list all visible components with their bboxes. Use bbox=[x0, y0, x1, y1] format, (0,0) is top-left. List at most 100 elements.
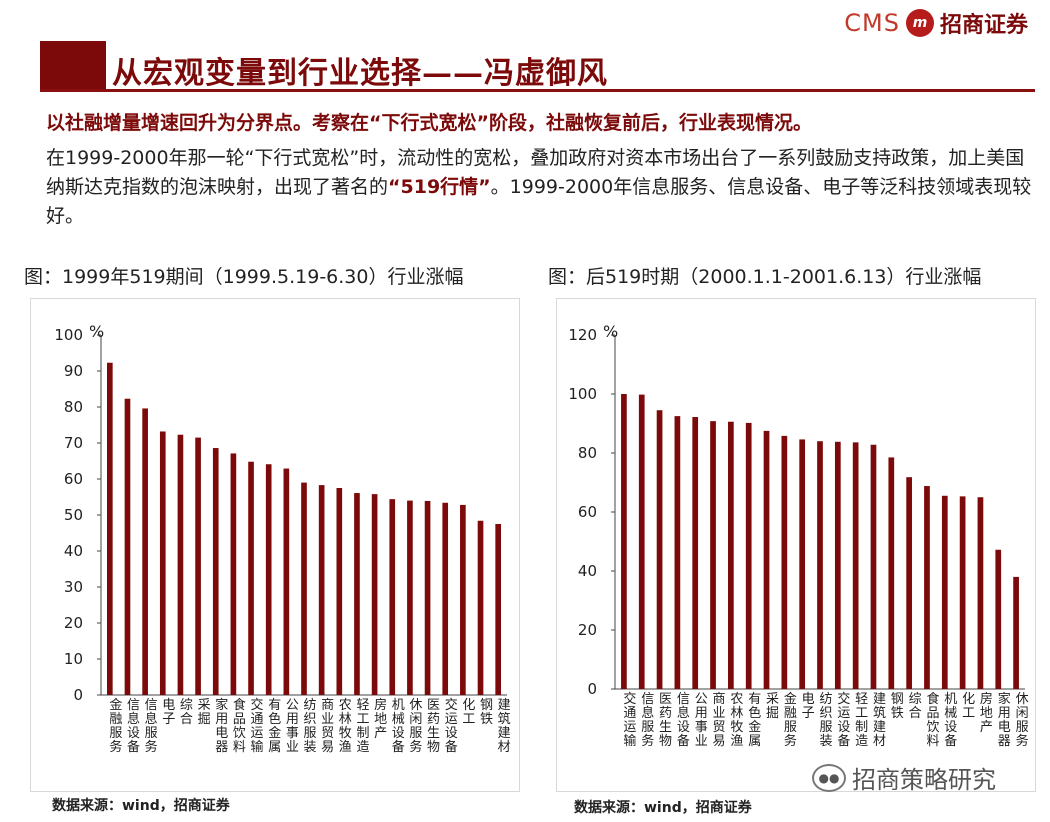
bar-采掘 bbox=[195, 437, 201, 695]
y-tick-label: 90 bbox=[64, 362, 83, 380]
paragraph-part2: 。1999-2000年信息服务、信息设备、电子等泛科技领域表现较好。 bbox=[46, 176, 1032, 227]
x-category-label: 休闲服务 bbox=[409, 698, 422, 755]
title-accent-block bbox=[40, 41, 106, 91]
bar-采掘 bbox=[763, 430, 770, 689]
bar-商业贸易 bbox=[710, 421, 716, 689]
x-category-label: 采掘 bbox=[198, 698, 211, 727]
paragraph-highlight: “519行情” bbox=[388, 176, 491, 198]
chart-2-source: 数据来源：wind，招商证券 bbox=[574, 800, 752, 816]
bar-农林牧渔 bbox=[336, 488, 343, 695]
y-tick-label: 30 bbox=[64, 578, 83, 596]
bar-休闲服务 bbox=[407, 500, 413, 695]
x-category-label: 信息服务 bbox=[641, 692, 654, 749]
bar-有色金属 bbox=[265, 464, 272, 695]
y-tick-label: 80 bbox=[64, 398, 83, 416]
chart-1-title: 图：1999年519期间（1999.5.19-6.30）行业涨幅 bbox=[24, 266, 464, 288]
bar-医药生物 bbox=[656, 410, 663, 689]
bar-信息设备 bbox=[124, 398, 131, 695]
x-category-label: 医药生物 bbox=[659, 692, 672, 749]
bar-电子 bbox=[799, 439, 806, 689]
x-category-label: 轻工制造 bbox=[356, 698, 369, 755]
bar-交通运输 bbox=[621, 394, 627, 689]
body-paragraph: 在1999-2000年那一轮“下行式宽松”时，流动性的宽松，叠加政府对资本市场出… bbox=[46, 144, 1036, 231]
x-category-label: 综合 bbox=[180, 698, 193, 727]
x-category-label: 家用电器 bbox=[215, 697, 228, 755]
bar-轻工制造 bbox=[852, 442, 859, 689]
bar-金融服务 bbox=[107, 362, 113, 695]
y-tick-label: 20 bbox=[578, 621, 597, 639]
x-category-label: 食品饮料 bbox=[926, 691, 939, 749]
wechat-icon: ●● bbox=[812, 763, 846, 792]
y-tick-label: 70 bbox=[64, 434, 83, 452]
x-category-label: 公用事业 bbox=[695, 692, 708, 749]
x-category-label: 电子 bbox=[802, 692, 815, 721]
bar-信息服务 bbox=[638, 394, 645, 689]
bar-交运设备 bbox=[834, 441, 841, 689]
y-axis-unit-label: % bbox=[89, 322, 104, 341]
chart-1-source: 数据来源：wind，招商证券 bbox=[52, 798, 230, 814]
chart-2-title: 图：后519时期（2000.1.1-2001.6.13）行业涨幅 bbox=[548, 266, 982, 288]
x-category-label: 金融服务 bbox=[784, 691, 797, 749]
bar-建筑建材 bbox=[495, 524, 501, 695]
bar-机械设备 bbox=[941, 495, 948, 689]
x-category-label: 休闲服务 bbox=[1016, 692, 1029, 749]
x-category-label: 信息服务 bbox=[145, 698, 158, 755]
x-category-label: 有色金属 bbox=[268, 698, 281, 755]
bar-休闲服务 bbox=[1013, 576, 1019, 689]
bar-钢铁 bbox=[477, 520, 484, 695]
x-category-label: 建筑建材 bbox=[498, 698, 511, 755]
logo-mark-icon: m bbox=[905, 9, 934, 37]
page-title: 从宏观变量到行业选择——冯虚御风 bbox=[112, 56, 608, 91]
x-category-label: 农林牧渔 bbox=[339, 698, 352, 755]
x-category-label: 机械设备 bbox=[392, 698, 405, 755]
y-tick-label: 80 bbox=[578, 444, 597, 462]
bar-机械设备 bbox=[389, 499, 396, 695]
x-category-label: 综合 bbox=[909, 692, 922, 721]
y-tick-label: 100 bbox=[54, 326, 83, 344]
x-category-label: 钢铁 bbox=[480, 698, 493, 727]
logo-text-en: CMS bbox=[844, 9, 900, 37]
x-category-label: 交运设备 bbox=[445, 697, 458, 755]
y-tick-label: 120 bbox=[568, 326, 597, 344]
y-tick-label: 40 bbox=[64, 542, 83, 560]
bar-交运设备 bbox=[442, 502, 449, 695]
bar-交通运输 bbox=[248, 461, 254, 695]
bar-农林牧渔 bbox=[728, 421, 734, 689]
x-category-label: 轻工制造 bbox=[855, 692, 868, 749]
watermark-text: 招商策略研究 bbox=[852, 766, 996, 794]
bar-家用电器 bbox=[995, 549, 1002, 689]
bar-金融服务 bbox=[781, 435, 788, 689]
x-category-label: 房地产 bbox=[374, 697, 387, 741]
x-category-label: 电子 bbox=[162, 698, 175, 727]
x-category-label: 机械设备 bbox=[944, 692, 957, 749]
chart-2-svg: 0 20 40 60 80 100 120 % 交通运输信息服务医药生物信息设备公用事业商业贸易… bbox=[568, 322, 1029, 749]
y-axis-unit-label: % bbox=[603, 322, 618, 341]
x-category-label: 交通运输 bbox=[623, 691, 636, 749]
x-category-label: 纺织服装 bbox=[303, 698, 316, 755]
y-tick-label: 10 bbox=[64, 650, 83, 668]
y-tick-label: 100 bbox=[568, 385, 597, 403]
paragraph-part1: 在1999-2000年那一轮“下行式宽松”时，流动性的宽松，叠加政府对资本市场出… bbox=[46, 147, 1025, 198]
bar-家用电器 bbox=[212, 448, 219, 695]
x-category-label: 信息设备 bbox=[127, 698, 140, 755]
brand-logo: CMS m 招商证券 bbox=[844, 6, 1028, 40]
x-category-label: 交运设备 bbox=[837, 691, 850, 749]
bar-化工 bbox=[959, 496, 966, 689]
y-tick-label: 0 bbox=[587, 680, 597, 698]
x-category-label: 纺织服装 bbox=[819, 692, 832, 749]
logo-text-cn: 招商证券 bbox=[939, 12, 1028, 38]
x-category-label: 建筑建材 bbox=[873, 692, 886, 749]
x-category-label: 化工 bbox=[462, 698, 475, 727]
x-category-label: 化工 bbox=[962, 692, 975, 721]
bar-食品饮料 bbox=[924, 486, 930, 689]
bar-钢铁 bbox=[888, 457, 895, 689]
x-category-label: 食品饮料 bbox=[233, 697, 246, 755]
x-category-label: 商业贸易 bbox=[321, 698, 334, 755]
y-tick-label: 60 bbox=[64, 470, 83, 488]
bar-电子 bbox=[159, 431, 166, 695]
y-tick-label: 20 bbox=[64, 614, 83, 632]
bar-轻工制造 bbox=[354, 493, 360, 695]
bar-综合 bbox=[177, 434, 184, 695]
bar-化工 bbox=[460, 504, 466, 695]
bar-商业贸易 bbox=[318, 485, 325, 695]
